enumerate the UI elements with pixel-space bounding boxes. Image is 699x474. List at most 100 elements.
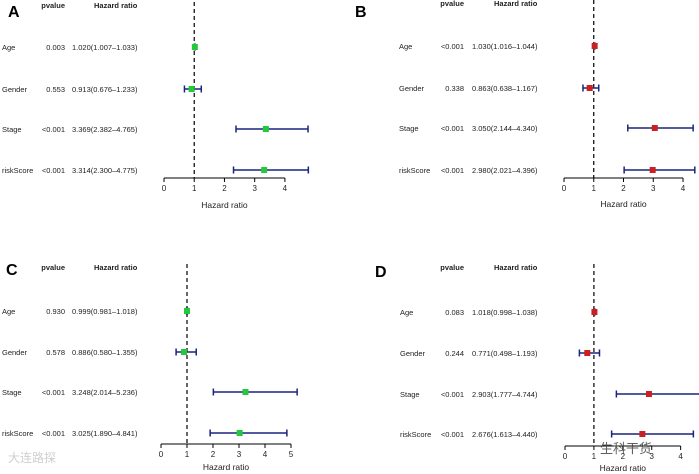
panel-a-row-stage-pvalue: <0.001 (42, 125, 65, 134)
panel-c-row-stage-label: Stage (2, 388, 22, 397)
panel-d-row-age-hr-text: 1.018(0.998–1.038) (472, 308, 538, 317)
panel-c-row-gender-label: Gender (2, 348, 28, 357)
panel-b-tick-label-3: 3 (651, 184, 656, 193)
panel-a-row-age-pvalue: 0.003 (46, 43, 65, 52)
panel-d-tick-label-2: 2 (621, 452, 626, 461)
panel-c-row-riskscore-point (236, 430, 243, 436)
panel-a-tick-label-3: 3 (252, 184, 257, 193)
panel-d-row-riskscore-pvalue: <0.001 (441, 430, 464, 439)
panel-b-row-stage-pvalue: <0.001 (441, 124, 464, 133)
panel-b-row-age-label: Age (399, 42, 412, 51)
panel-b-row-stage-label: Stage (399, 124, 419, 133)
panel-a-x-axis-title: Hazard ratio (201, 200, 248, 210)
panel-c-tick-label-3: 3 (237, 450, 242, 459)
panel-c-row-riskscore-hr-text: 3.025(1.890–4.841) (72, 429, 138, 438)
panel-c-tick-label-1: 1 (185, 450, 190, 459)
panel-b-row-stage-point (651, 125, 658, 131)
panel-a-row-age-label: Age (2, 43, 15, 52)
panel-c-letter: C (6, 262, 18, 279)
panel-c-row-stage-point (242, 389, 249, 395)
panel-a-row-riskscore-hr-text: 3.314(2.300–4.775) (72, 166, 138, 175)
panel-b-row-gender-point (586, 85, 593, 91)
panel-b-row-riskscore-hr-text: 2.980(2.021–4.396) (472, 166, 538, 175)
panel-b-x-axis-title: Hazard ratio (600, 199, 647, 209)
panel-b-row-gender-label: Gender (399, 84, 425, 93)
panel-a-row-gender-point (188, 86, 195, 92)
panel-b-tick-label-4: 4 (681, 184, 686, 193)
panel-a-row-age-hr-text: 1.020(1.007–1.033) (72, 43, 138, 52)
panel-c-header-pvalue: pvalue (41, 263, 65, 272)
panel-a-row-riskscore-label: riskScore (2, 166, 33, 175)
panel-a-row-gender-label: Gender (2, 85, 28, 94)
panel-c-row-age-point (183, 308, 190, 314)
panel-d-x-axis-title: Hazard ratio (600, 463, 647, 473)
watermark-right: 生科干货 (600, 442, 653, 457)
panel-c-row-stage-hr-text: 3.248(2.014–5.236) (72, 388, 138, 397)
panel-d-row-gender-pvalue: 0.244 (445, 349, 464, 358)
panel-c-tick-label-4: 4 (263, 450, 268, 459)
panel-d-row-age-label: Age (400, 308, 413, 317)
panel-d-row-gender-point (584, 350, 591, 356)
panel-d-tick-label-0: 0 (563, 452, 568, 461)
panel-d-header-hazard-ratio: Hazard ratio (494, 263, 538, 272)
panel-a-tick-label-2: 2 (222, 184, 227, 193)
panel-a-tick-label-0: 0 (162, 184, 167, 193)
panel-b-row-gender-hr-text: 0.863(0.638–1.167) (472, 84, 538, 93)
panel-a-row-stage-label: Stage (2, 125, 22, 134)
panel-c-row-gender-hr-text: 0.886(0.580–1.355) (72, 348, 138, 357)
panel-a-tick-label-1: 1 (192, 184, 197, 193)
panel-a-header-hazard-ratio: Hazard ratio (94, 1, 138, 10)
panel-a-letter: A (8, 4, 20, 21)
panel-c-row-age-pvalue: 0.930 (46, 307, 65, 316)
panel-d-row-stage-pvalue: <0.001 (441, 390, 464, 399)
panel-b-row-age-pvalue: <0.001 (441, 42, 464, 51)
panel-b-row-age-hr-text: 1.030(1.016–1.044) (472, 42, 538, 51)
panel-b-tick-label-1: 1 (592, 184, 597, 193)
panel-b-row-riskscore-pvalue: <0.001 (441, 166, 464, 175)
panel-d-row-gender-hr-text: 0.771(0.498–1.193) (472, 349, 538, 358)
panel-b-letter: B (355, 4, 367, 21)
panel-c-row-gender-point (181, 349, 188, 355)
panel-a-row-stage-point (262, 126, 269, 132)
panel-d-tick-label-1: 1 (592, 452, 597, 461)
panel-a-row-riskscore-point (261, 167, 268, 173)
panel-c-x-axis-title: Hazard ratio (203, 462, 250, 472)
panel-d-row-stage-point (645, 391, 652, 397)
panel-d-row-age-pvalue: 0.083 (445, 308, 464, 317)
panel-c-row-riskscore-pvalue: <0.001 (42, 429, 65, 438)
panel-d-row-riskscore-label: riskScore (400, 430, 431, 439)
panel-c-tick-label-5: 5 (289, 450, 294, 459)
panel-b-row-gender-pvalue: 0.338 (445, 84, 464, 93)
panel-b-header-pvalue: pvalue (440, 0, 464, 8)
panel-b-row-riskscore-point (649, 167, 656, 173)
panel-d-row-stage-hr-text: 2.903(1.777–4.744) (472, 390, 538, 399)
panel-d-tick-label-3: 3 (650, 452, 655, 461)
panel-c-row-gender-pvalue: 0.578 (46, 348, 65, 357)
panel-c-row-age-hr-text: 0.999(0.981–1.018) (72, 307, 138, 316)
panel-c-header-hazard-ratio: Hazard ratio (94, 263, 138, 272)
panel-c-row-riskscore-label: riskScore (2, 429, 33, 438)
panel-d-letter: D (375, 264, 387, 281)
panel-d-tick-label-4: 4 (678, 452, 683, 461)
panel-b-tick-label-0: 0 (562, 184, 567, 193)
panel-a-row-stage-hr-text: 3.369(2.382–4.765) (72, 125, 138, 134)
panel-b-header-hazard-ratio: Hazard ratio (494, 0, 538, 8)
panel-a-row-gender-hr-text: 0.913(0.676–1.233) (72, 85, 138, 94)
panel-a-header-pvalue: pvalue (41, 1, 65, 10)
panel-c-row-stage-pvalue: <0.001 (42, 388, 65, 397)
panel-c-tick-label-0: 0 (159, 450, 164, 459)
panel-d-row-riskscore-hr-text: 2.676(1.613–4.440) (472, 430, 538, 439)
panel-d-row-riskscore-point (639, 431, 646, 437)
panel-d-row-stage-label: Stage (400, 390, 420, 399)
panel-d-row-age-point (591, 309, 598, 315)
panel-d-row-gender-label: Gender (400, 349, 426, 358)
panel-a-row-riskscore-pvalue: <0.001 (42, 166, 65, 175)
panel-b-tick-label-2: 2 (621, 184, 626, 193)
panel-b-row-stage-hr-text: 3.050(2.144–4.340) (472, 124, 538, 133)
panel-b-row-age-point (591, 43, 598, 49)
panel-c-row-age-label: Age (2, 307, 15, 316)
panel-a-tick-label-4: 4 (283, 184, 288, 193)
watermark-left: 大连路探 (8, 451, 57, 465)
panel-b-row-riskscore-label: riskScore (399, 166, 430, 175)
